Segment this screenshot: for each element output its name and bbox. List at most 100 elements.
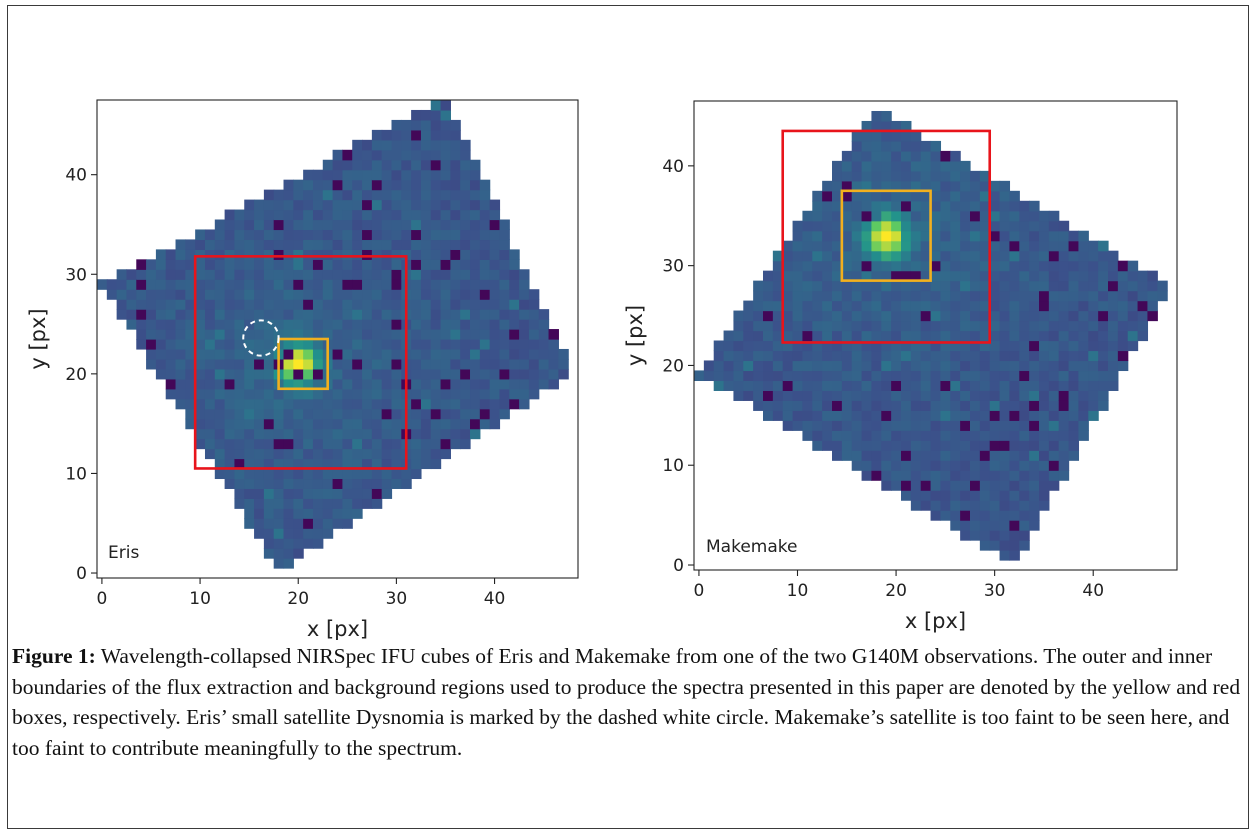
heatmap-cell [224, 309, 236, 320]
heatmap-cell [920, 140, 932, 152]
heatmap-cell [861, 300, 873, 312]
heatmap-cell [792, 360, 804, 372]
heatmap-cell [312, 478, 324, 489]
heatmap-cell [861, 200, 873, 212]
heatmap-cell [254, 219, 265, 231]
heatmap-cell [332, 378, 344, 390]
heatmap-cell [792, 320, 804, 332]
heatmap-cell [960, 240, 971, 252]
heatmap-cell [832, 350, 843, 362]
heatmap-cell [411, 239, 422, 250]
heatmap-cell [352, 348, 363, 360]
heatmap-cell [960, 220, 971, 232]
heatmap-cell [244, 289, 255, 300]
heatmap-cell [381, 229, 393, 241]
heatmap-cell [509, 378, 520, 390]
heatmap-cell [871, 270, 882, 282]
heatmap-cell [244, 518, 255, 529]
heatmap-cell [470, 348, 481, 360]
heatmap-cell [930, 420, 942, 431]
heatmap-cell [263, 408, 275, 420]
heatmap-cell [999, 330, 1011, 342]
heatmap-cell [263, 299, 275, 310]
heatmap-cell [999, 480, 1011, 491]
heatmap-cell [782, 380, 794, 391]
heatmap-cell [802, 250, 813, 262]
heatmap-cell [175, 289, 186, 300]
heatmap-cell [460, 358, 471, 370]
heatmap-cell [519, 348, 530, 360]
heatmap-cell [891, 130, 902, 142]
heatmap-cell [244, 418, 255, 430]
heatmap-cell [1029, 460, 1040, 471]
y-tick-label: 40 [662, 157, 684, 177]
heatmap-cell [371, 149, 383, 161]
heatmap-cell [851, 300, 863, 312]
heatmap-cell [489, 378, 501, 390]
heatmap-cell [244, 368, 255, 380]
heatmap-cell [303, 189, 314, 201]
heatmap-cell [293, 219, 304, 231]
heatmap-cell [901, 380, 912, 391]
heatmap-cell [381, 358, 393, 370]
heatmap-cell [322, 498, 334, 509]
heatmap-cell [195, 229, 206, 241]
heatmap-cell [1019, 420, 1030, 431]
heatmap-cell [1068, 300, 1080, 312]
heatmap-cell [1098, 390, 1109, 401]
heatmap-cell [782, 410, 794, 421]
heatmap-cell [342, 249, 353, 260]
heatmap-cell [989, 480, 1001, 491]
heatmap-cell [362, 368, 373, 380]
heatmap-cell [763, 270, 774, 282]
heatmap-cell [772, 350, 784, 362]
heatmap-cell [136, 339, 147, 350]
heatmap-cell [950, 490, 961, 501]
heatmap-cell [1048, 230, 1060, 242]
heatmap-cell [381, 329, 393, 340]
heatmap-cell [782, 340, 794, 352]
heatmap-cell [312, 378, 324, 390]
heatmap-cell [322, 179, 334, 191]
heatmap-cell [772, 390, 784, 401]
y-tick-label: 0 [76, 564, 87, 584]
heatmap-cell [558, 358, 569, 370]
heatmap-cell [832, 360, 843, 372]
heatmap-cell [881, 190, 892, 202]
heatmap-cell [1078, 430, 1089, 441]
heatmap-cell [1078, 290, 1089, 302]
heatmap-cell [146, 279, 157, 290]
heatmap-cell [1108, 340, 1119, 352]
heatmap-cell [322, 528, 334, 539]
heatmap-cell [460, 169, 471, 181]
heatmap-cell [743, 350, 754, 362]
heatmap-cell [920, 350, 932, 362]
heatmap-cell [1117, 340, 1129, 352]
heatmap-cell [1117, 260, 1129, 272]
heatmap-cell [381, 339, 393, 350]
heatmap-cell [822, 330, 833, 342]
heatmap-cell [1068, 310, 1080, 322]
heatmap-cell [979, 460, 991, 471]
heatmap-cell [371, 348, 383, 360]
heatmap-cell [910, 370, 922, 382]
heatmap-cell [420, 269, 432, 280]
heatmap-cell [244, 488, 255, 499]
heatmap-cell [332, 149, 344, 161]
heatmap-cell [891, 350, 902, 362]
heatmap-cell [283, 378, 294, 390]
heatmap-cell [1088, 260, 1099, 272]
heatmap-cell [224, 418, 236, 430]
heatmap-cell [185, 279, 196, 290]
heatmap-cell [450, 189, 461, 201]
heatmap-cell [970, 200, 981, 212]
heatmap-cell [224, 229, 236, 241]
heatmap-cell [175, 339, 186, 350]
heatmap-cell [450, 249, 461, 260]
heatmap-cell [293, 279, 304, 290]
heatmap-cell [772, 410, 784, 421]
heatmap-cell [116, 269, 128, 280]
heatmap-cell [930, 270, 942, 282]
heatmap-cell [1068, 250, 1080, 262]
heatmap-cell [489, 199, 501, 211]
